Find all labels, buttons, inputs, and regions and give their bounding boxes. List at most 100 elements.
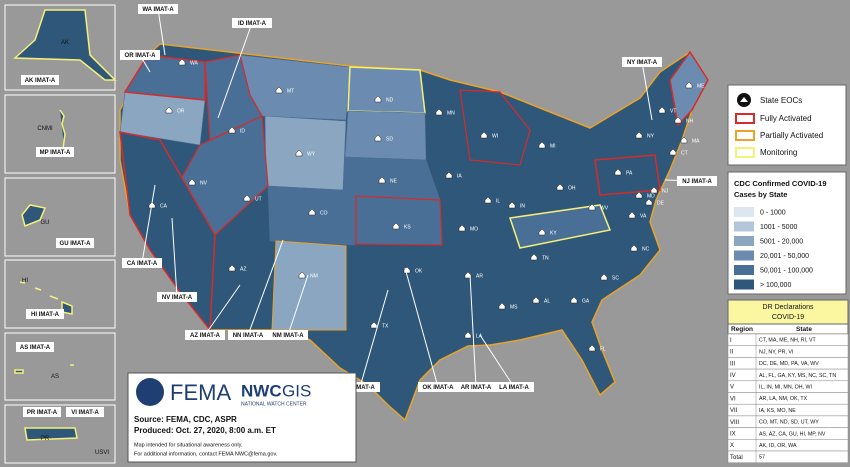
produced-text: Produced: Oct. 27, 2020, 8:00 a.m. ET — [134, 426, 276, 435]
state-label: AL — [544, 298, 550, 304]
state-label: WV — [600, 205, 609, 211]
callout-box — [268, 330, 308, 340]
eoc-icon — [680, 136, 688, 144]
inset-label: HI — [22, 278, 28, 284]
state-shape — [271, 240, 347, 331]
state-label: CO — [320, 210, 328, 216]
eoc-icon — [243, 194, 251, 202]
eoc-icon — [669, 148, 677, 156]
state-label: MT — [287, 88, 294, 94]
legend-text: 50,001 - 100,000 — [760, 267, 813, 274]
eoc-icon — [228, 126, 236, 134]
eoc-icon — [165, 106, 173, 114]
dr-header: Region — [731, 326, 753, 333]
state-label: OK — [415, 268, 423, 274]
legend-swatch — [734, 279, 754, 290]
callout-line — [641, 61, 653, 121]
legend-swatch — [735, 113, 755, 124]
state-label: NJ — [662, 188, 669, 194]
eoc-icon — [630, 244, 638, 252]
callout-box — [418, 382, 458, 392]
imat-label: VI IMAT-A — [71, 410, 99, 416]
dr-title-bg — [727, 299, 849, 325]
callout-line — [287, 274, 309, 336]
dr-states: IA, KS, MO, NE — [759, 408, 796, 414]
eoc-icon — [275, 86, 283, 94]
state-shape — [509, 204, 612, 249]
inset-island — [13, 9, 117, 81]
callout-box — [26, 309, 64, 319]
state-shape — [204, 54, 263, 141]
callout-line — [157, 8, 166, 56]
callout-line — [171, 217, 178, 298]
callout-box — [120, 50, 160, 60]
state-shape — [119, 131, 216, 333]
callout-box — [16, 342, 54, 352]
state-shape — [264, 115, 347, 191]
state-label: TX — [382, 323, 389, 329]
eoc-icon — [178, 58, 186, 66]
imat-label: MP IMAT-A — [40, 150, 71, 156]
imat-label: AR IMAT-A — [461, 385, 492, 391]
imat-label: ID IMAT-A — [238, 21, 267, 27]
eoc-icon — [538, 141, 546, 149]
state-label: GA — [582, 298, 590, 304]
eoc-icon — [484, 196, 492, 204]
state-label: MN — [447, 110, 455, 116]
inset-island — [19, 281, 73, 315]
eoc-icon — [556, 183, 564, 191]
eoc-icon — [308, 208, 316, 216]
state-label: MD — [647, 193, 655, 199]
imat-label: NN IMAT-A — [233, 333, 264, 339]
callout-box — [232, 18, 272, 28]
callout-box — [56, 238, 94, 248]
state-shape — [123, 54, 206, 101]
inset-frame — [4, 332, 116, 401]
eoc-icon — [228, 264, 236, 272]
dr-region: V — [730, 385, 734, 391]
eoc-icon — [538, 228, 546, 236]
dr-region: X — [730, 443, 734, 449]
inset-label: USVI — [95, 450, 109, 456]
imat-label: OK IMAT-A — [423, 385, 455, 391]
legend-swatch — [734, 236, 754, 246]
inset-label: PR — [41, 436, 50, 442]
dr-states: 57 — [759, 455, 765, 461]
eoc-icon — [530, 253, 538, 261]
state-label: NM — [310, 273, 318, 279]
inset-label: GU — [41, 220, 50, 226]
legend-text: 5001 - 20,000 — [760, 238, 803, 245]
state-label: KS — [404, 224, 411, 230]
eoc-icon — [374, 134, 382, 142]
legend-swatch — [735, 147, 755, 158]
imat-label: AZ IMAT-A — [190, 333, 221, 339]
legend-title: Cases by State — [734, 190, 787, 199]
eoc-icon — [600, 273, 608, 281]
callout-box — [456, 382, 496, 392]
state-label: CT — [681, 150, 688, 156]
state-label: OR — [177, 108, 185, 114]
imat-label: NY IMAT-A — [627, 60, 658, 66]
state-label: MO — [470, 226, 478, 232]
dr-region: III — [730, 361, 735, 367]
legend-swatch — [734, 250, 754, 261]
callout-box — [340, 382, 380, 392]
note-text: Map intended for situational awareness o… — [134, 442, 243, 448]
state-label: MI — [550, 143, 556, 149]
callout-line — [204, 284, 241, 336]
eoc-icon — [635, 191, 643, 199]
note-text: For additional information, contact FEMA… — [134, 451, 278, 457]
state-label: CA — [160, 203, 168, 209]
imat-label: OR IMAT-A — [125, 53, 157, 59]
state-label: WI — [492, 133, 498, 139]
state-label: WY — [307, 151, 316, 157]
dr-title: DR Declarations — [763, 304, 814, 311]
fema-frame — [127, 372, 357, 463]
dr-region: VI — [730, 396, 736, 402]
inset-island — [21, 204, 47, 228]
legend-text: Partially Activated — [760, 131, 823, 140]
dr-region: IV — [730, 373, 736, 379]
state-label: LA — [476, 333, 483, 339]
imat-label: HI IMAT-A — [31, 312, 60, 318]
state-label: DE — [657, 200, 665, 206]
